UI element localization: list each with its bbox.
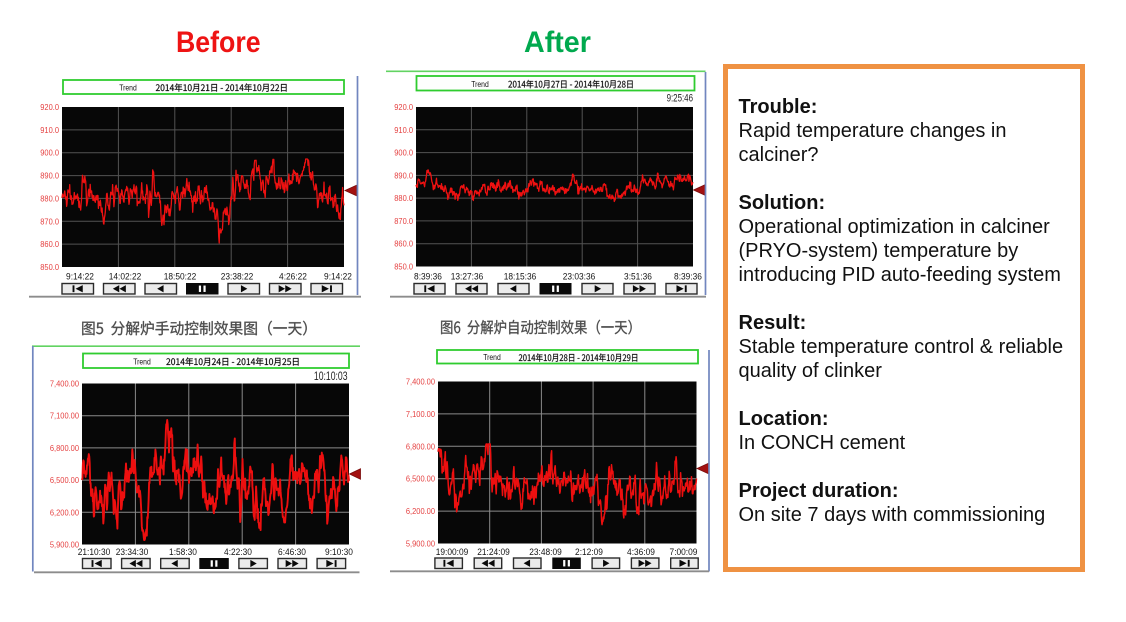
svg-text:1:58:30: 1:58:30 — [169, 547, 197, 558]
svg-text:Trend: Trend — [119, 83, 136, 93]
svg-text:23:03:36: 23:03:36 — [563, 271, 596, 282]
svg-text:6,200.00: 6,200.00 — [406, 507, 436, 517]
svg-text:9:10:30: 9:10:30 — [325, 547, 353, 558]
svg-text:4:22:30: 4:22:30 — [224, 547, 252, 558]
svg-text:4:26:22: 4:26:22 — [279, 271, 307, 282]
svg-text:3:51:36: 3:51:36 — [624, 271, 652, 282]
svg-text:23:34:30: 23:34:30 — [116, 547, 149, 558]
svg-text:910.0: 910.0 — [394, 125, 413, 135]
svg-text:21:24:09: 21:24:09 — [477, 547, 510, 558]
svg-text:9:25:46: 9:25:46 — [667, 92, 693, 105]
svg-text:Trend: Trend — [471, 79, 488, 89]
svg-text:Trend: Trend — [483, 352, 500, 362]
svg-text:7,400.00: 7,400.00 — [50, 379, 80, 389]
svg-text:6,500.00: 6,500.00 — [406, 474, 436, 484]
svg-text:5,900.00: 5,900.00 — [50, 540, 80, 550]
svg-text:18:15:36: 18:15:36 — [504, 271, 537, 282]
svg-text:870.0: 870.0 — [394, 216, 413, 226]
svg-text:8:39:36: 8:39:36 — [414, 271, 442, 282]
svg-text:7:00:09: 7:00:09 — [670, 547, 698, 558]
svg-text:6:46:30: 6:46:30 — [278, 547, 306, 558]
svg-text:6,500.00: 6,500.00 — [50, 476, 80, 486]
svg-text:900.0: 900.0 — [40, 148, 59, 158]
svg-text:850.0: 850.0 — [40, 263, 59, 273]
svg-text:10:10:03: 10:10:03 — [314, 371, 348, 384]
svg-text:21:10:30: 21:10:30 — [78, 547, 111, 558]
svg-text:850.0: 850.0 — [394, 262, 413, 272]
svg-text:23:48:09: 23:48:09 — [529, 547, 562, 558]
svg-text:6,200.00: 6,200.00 — [50, 508, 80, 518]
svg-text:19:00:09: 19:00:09 — [436, 547, 469, 558]
svg-text:920.0: 920.0 — [394, 103, 413, 113]
svg-text:7,400.00: 7,400.00 — [406, 377, 436, 387]
svg-text:14:02:22: 14:02:22 — [109, 271, 142, 282]
svg-text:910.0: 910.0 — [40, 125, 59, 135]
svg-text:7,100.00: 7,100.00 — [50, 411, 80, 421]
svg-text:890.0: 890.0 — [394, 171, 413, 181]
svg-text:7,100.00: 7,100.00 — [406, 409, 436, 419]
svg-text:870.0: 870.0 — [40, 217, 59, 227]
svg-text:18:50:22: 18:50:22 — [164, 271, 197, 282]
svg-text:920.0: 920.0 — [40, 103, 59, 113]
svg-text:23:38:22: 23:38:22 — [221, 271, 254, 282]
svg-text:880.0: 880.0 — [394, 194, 413, 204]
svg-text:5,900.00: 5,900.00 — [406, 539, 436, 549]
svg-text:900.0: 900.0 — [394, 148, 413, 158]
svg-text:9:14:22: 9:14:22 — [324, 271, 352, 282]
svg-text:890.0: 890.0 — [40, 171, 59, 181]
svg-text:860.0: 860.0 — [394, 239, 413, 249]
svg-text:2:12:09: 2:12:09 — [575, 547, 603, 558]
svg-text:9:14:22: 9:14:22 — [66, 271, 94, 282]
svg-text:13:27:36: 13:27:36 — [451, 271, 484, 282]
svg-text:880.0: 880.0 — [40, 194, 59, 204]
svg-text:8:39:36: 8:39:36 — [674, 271, 702, 282]
svg-text:Trend: Trend — [133, 357, 150, 367]
svg-text:6,800.00: 6,800.00 — [50, 443, 80, 453]
svg-text:860.0: 860.0 — [40, 240, 59, 250]
svg-text:6,800.00: 6,800.00 — [406, 442, 436, 452]
svg-text:4:36:09: 4:36:09 — [627, 547, 655, 558]
